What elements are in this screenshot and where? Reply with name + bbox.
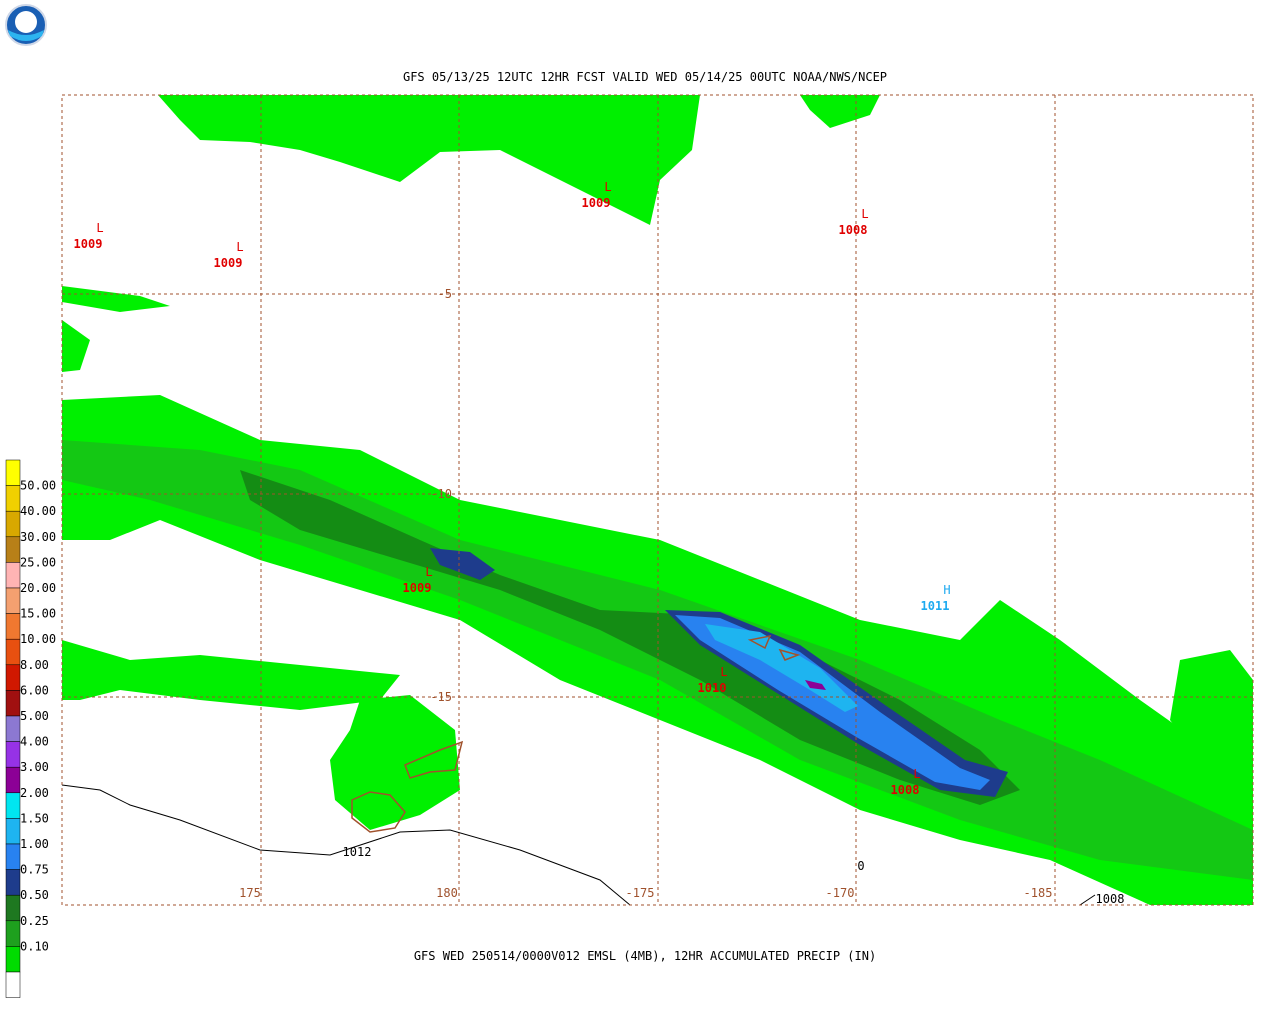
graticule: [61, 94, 1254, 906]
isobar: [61, 784, 631, 906]
isobar-label: 1008: [1096, 892, 1125, 906]
legend-swatch: [5, 459, 21, 486]
pressure-value: 1008: [891, 783, 920, 797]
coastline: [351, 634, 801, 833]
legend-swatch: [5, 664, 21, 691]
legend-label: 50.00: [20, 479, 56, 493]
pressure-value: 1008: [839, 223, 868, 237]
pressure-center: H: [943, 583, 950, 597]
pressure-center: L: [861, 207, 868, 221]
legend-swatch: [5, 843, 21, 870]
logo-wave: [8, 30, 44, 41]
lon-label: -175: [626, 886, 655, 900]
legend-label: 3.00: [20, 760, 49, 774]
coastlines: [61, 634, 1096, 906]
legend-swatch: [5, 971, 21, 998]
legend-label: 2.00: [20, 786, 49, 800]
lat-label: -15: [430, 690, 452, 704]
map-labels: -5 -10 -15 175 180 -175 -170 -185 L 1009 L 1009 L 100…: [74, 180, 1125, 906]
precip-area: [800, 95, 880, 128]
map-caption: GFS WED 250514/0000V012 EMSL (4MB), 12HR…: [414, 949, 876, 963]
legend-label: 40.00: [20, 504, 56, 518]
legend-label: 0.10: [20, 939, 49, 953]
precip-area: [62, 286, 170, 372]
legend-swatch: [5, 715, 21, 742]
legend: 50.00 40.00 30.00 25.00 20.00 15.00 10.00 8.00 6…: [5, 459, 56, 998]
legend-swatch: [5, 690, 21, 717]
legend-label: 5.00: [20, 709, 49, 723]
legend-label: 15.00: [20, 607, 56, 621]
legend-swatch: [5, 766, 21, 794]
pressure-value: 1011: [921, 599, 950, 613]
pressure-center: L: [96, 221, 103, 235]
isobar-label: 1012: [343, 845, 372, 859]
legend-label: 6.00: [20, 683, 49, 697]
precip-area: [330, 695, 460, 830]
legend-swatch: [5, 894, 21, 922]
lon-label: 180: [436, 886, 458, 900]
pressure-value: 1009: [214, 256, 243, 270]
noaa-logo: [5, 4, 47, 46]
pressure-center: L: [720, 665, 727, 679]
legend-label: 0.75: [20, 863, 49, 877]
legend-swatch: [5, 741, 21, 768]
legend-label: 0.25: [20, 914, 49, 928]
pressure-center: L: [236, 240, 243, 254]
legend-swatch: [5, 536, 21, 563]
isobar: [1079, 894, 1096, 906]
pressure-value: 1010: [698, 681, 727, 695]
legend-swatch: [5, 613, 21, 640]
map-title: GFS 05/13/25 12UTC 12HR FCST VALID WED 0…: [403, 70, 887, 84]
legend-swatch: [5, 562, 21, 589]
legend-swatch: [5, 510, 21, 538]
legend-label: 1.00: [20, 837, 49, 851]
legend-label: 10.00: [20, 632, 56, 646]
pressure-value: 1009: [403, 581, 432, 595]
pressure-center: L: [604, 180, 611, 194]
lat-label: -10: [430, 487, 452, 501]
legend-label: 1.50: [20, 811, 49, 825]
legend-swatch: [5, 485, 21, 512]
lon-label: 175: [239, 886, 261, 900]
legend-swatch: [5, 920, 21, 947]
precip-area: [805, 680, 826, 690]
pressure-value: 1009: [582, 196, 611, 210]
pressure-center: L: [913, 767, 920, 781]
legend-label: 0.50: [20, 888, 49, 902]
precip-area: [1170, 650, 1253, 780]
precip-area: [705, 624, 858, 712]
legend-swatch: [5, 638, 21, 666]
legend-label: 20.00: [20, 581, 56, 595]
legend-swatch: [5, 869, 21, 896]
logo-bird: [15, 11, 37, 33]
pressure-center: L: [425, 565, 432, 579]
legend-label: 30.00: [20, 530, 56, 544]
precip-area: [62, 640, 400, 710]
legend-label: 4.00: [20, 735, 49, 749]
legend-label: 25.00: [20, 555, 56, 569]
legend-swatch: [5, 792, 21, 819]
legend-swatch: [5, 818, 21, 845]
lon-label: -185: [1024, 886, 1053, 900]
pressure-value: 1009: [74, 237, 103, 251]
legend-swatch: [5, 587, 21, 614]
legend-label: 8.00: [20, 658, 49, 672]
legend-swatch: [5, 946, 21, 973]
lon-label: -170: [826, 886, 855, 900]
lat-label: -5: [438, 287, 452, 301]
isobar-label: 0: [857, 859, 864, 873]
precip-area: [158, 95, 700, 225]
